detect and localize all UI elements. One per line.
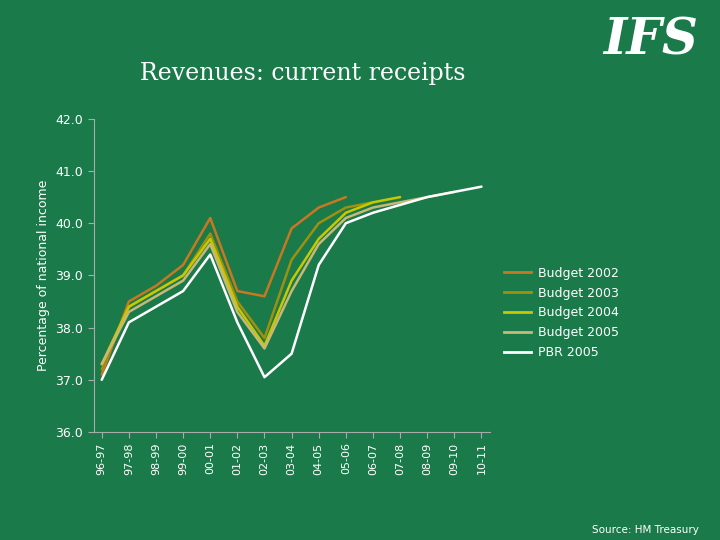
Text: Revenues: current receipts: Revenues: current receipts — [140, 62, 465, 85]
Y-axis label: Percentage of national income: Percentage of national income — [37, 180, 50, 371]
Text: IFS: IFS — [603, 16, 698, 65]
Text: Source: HM Treasury: Source: HM Treasury — [592, 524, 698, 535]
Legend: Budget 2002, Budget 2003, Budget 2004, Budget 2005, PBR 2005: Budget 2002, Budget 2003, Budget 2004, B… — [504, 267, 618, 359]
